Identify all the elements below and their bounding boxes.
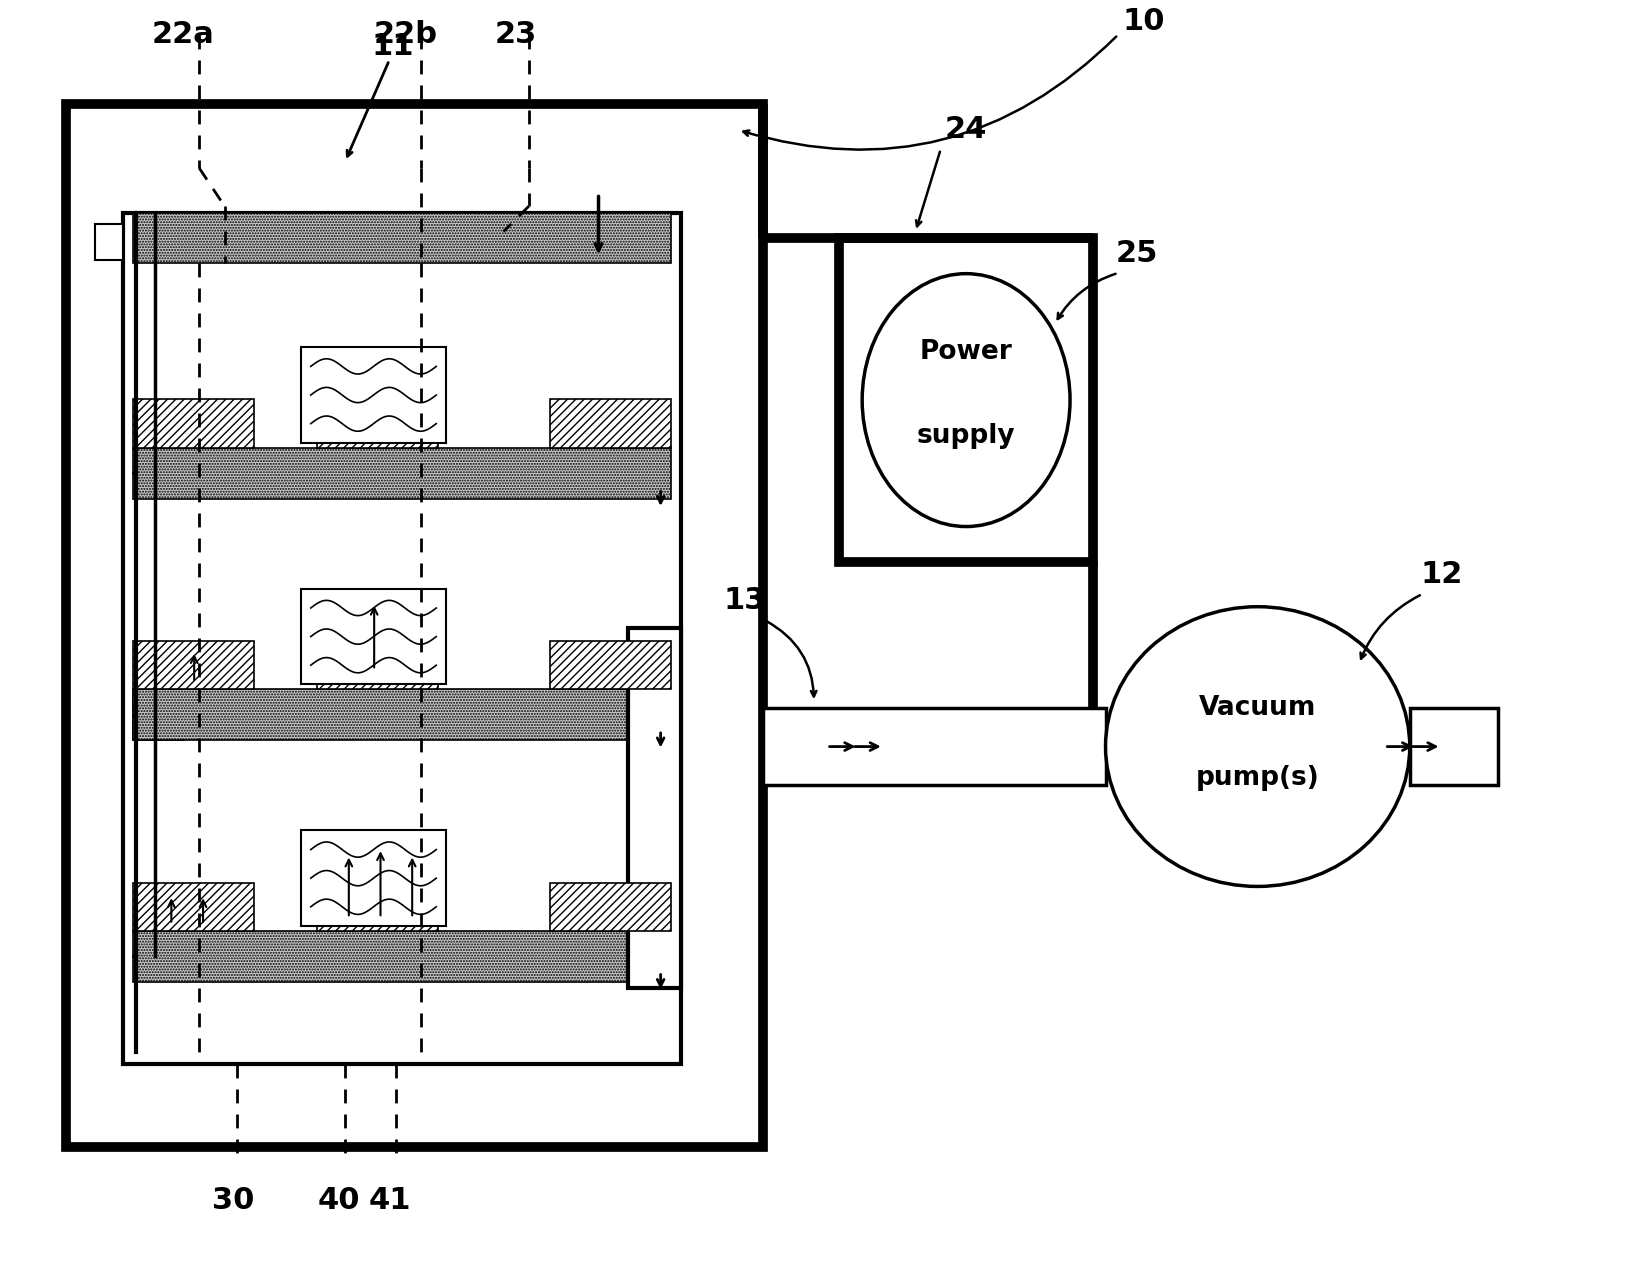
Bar	[301, 347, 446, 443]
Text: 23: 23	[495, 20, 537, 49]
Text: supply: supply	[917, 423, 1016, 448]
Text: Power: Power	[920, 338, 1013, 365]
Text: 24: 24	[944, 115, 987, 144]
Bar	[550, 882, 671, 931]
Bar	[840, 238, 1092, 562]
Bar	[133, 641, 254, 690]
Bar	[317, 882, 438, 931]
Text: 25: 25	[1117, 239, 1159, 268]
Text: 40: 40	[317, 1186, 360, 1214]
Text: 13: 13	[723, 586, 765, 614]
Text: 10: 10	[1122, 8, 1164, 36]
Bar	[1410, 709, 1498, 784]
Bar	[133, 931, 671, 982]
Bar	[96, 223, 124, 259]
Bar	[628, 628, 681, 988]
Text: Vacuum: Vacuum	[1198, 696, 1317, 722]
Bar	[133, 448, 671, 498]
Bar	[550, 400, 671, 448]
Bar	[317, 400, 438, 448]
Bar	[133, 882, 254, 931]
Bar	[764, 709, 1105, 784]
Text: 30: 30	[212, 1186, 254, 1214]
Text: 41: 41	[368, 1186, 410, 1214]
Text: pump(s): pump(s)	[1195, 765, 1320, 792]
Ellipse shape	[1105, 607, 1410, 886]
Text: 11: 11	[371, 32, 415, 60]
Bar	[550, 641, 671, 690]
Bar	[301, 589, 446, 684]
Bar	[301, 830, 446, 926]
Bar	[67, 105, 764, 1147]
Bar	[133, 690, 184, 741]
Bar	[133, 400, 254, 448]
Bar	[124, 212, 681, 1065]
Bar	[133, 690, 671, 741]
Text: 12: 12	[1420, 561, 1462, 590]
Text: 22a: 22a	[151, 20, 215, 49]
Text: 22b: 22b	[374, 20, 438, 49]
Bar	[317, 641, 438, 690]
Bar	[133, 212, 671, 263]
Ellipse shape	[863, 273, 1070, 526]
